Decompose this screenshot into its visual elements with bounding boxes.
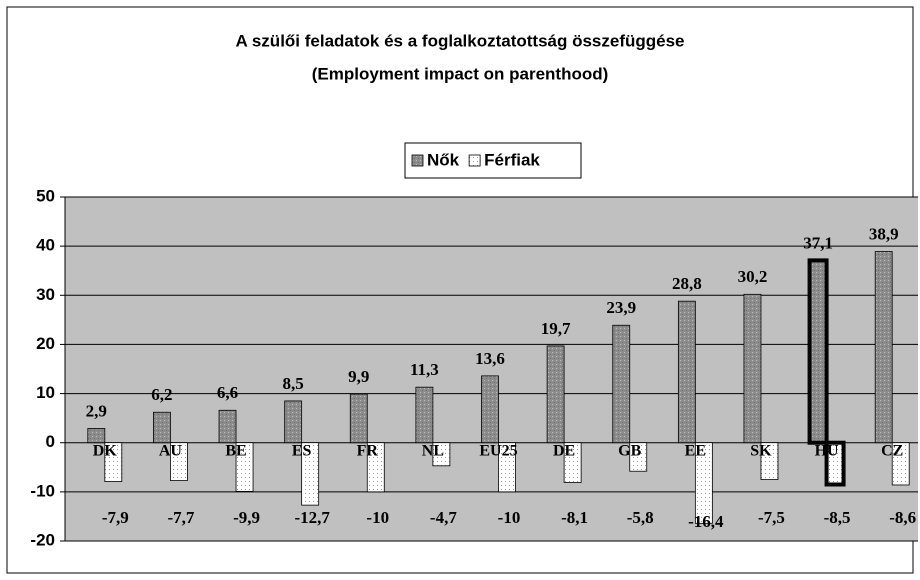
value-label: -4,7 <box>430 508 457 527</box>
value-label: 9,9 <box>348 367 369 386</box>
bar <box>612 324 631 444</box>
bar <box>349 393 368 444</box>
legend-box <box>404 142 582 179</box>
legend-label: Férfiak <box>484 150 540 169</box>
bar <box>546 345 565 444</box>
bar <box>301 442 320 506</box>
x-tick-label: SK <box>750 443 772 460</box>
value-label: 8,5 <box>283 374 304 393</box>
value-label: -8,5 <box>824 508 851 527</box>
y-tick-label: 50 <box>36 186 55 205</box>
bar <box>170 442 188 481</box>
legend-swatch <box>468 154 481 167</box>
x-tick-label: EE <box>685 443 706 460</box>
y-tick-label: 30 <box>36 285 55 304</box>
x-tick-label: EU25 <box>479 443 517 460</box>
x-tick-label: ES <box>292 443 312 460</box>
bar <box>366 442 385 493</box>
value-label: -8,1 <box>561 508 588 527</box>
x-tick-label: NL <box>422 443 444 460</box>
bar <box>284 400 303 444</box>
value-label: 23,9 <box>606 298 636 317</box>
bar <box>153 411 171 444</box>
x-tick-label: GB <box>618 443 641 460</box>
bar <box>824 440 846 487</box>
value-label: 38,9 <box>869 224 899 243</box>
legend-swatch <box>411 154 424 167</box>
chart-title: A szülői feladatok és a foglalkoztatotts… <box>235 31 684 50</box>
legend-label: Nők <box>427 150 460 169</box>
value-label: -10 <box>498 508 521 527</box>
bar <box>498 442 516 493</box>
value-label: -8,6 <box>889 508 916 527</box>
value-label: -7,9 <box>102 508 129 527</box>
value-label: 28,8 <box>672 274 702 293</box>
chart-subtitle: (Employment impact on parenthood) <box>312 64 609 83</box>
bar <box>807 258 829 445</box>
x-tick-label: FR <box>357 443 379 460</box>
value-label: 19,7 <box>541 319 571 338</box>
value-label: 11,3 <box>410 360 439 379</box>
value-label: -5,8 <box>627 508 654 527</box>
value-label: 37,1 <box>803 233 833 252</box>
bar <box>694 442 713 524</box>
y-tick-label: -10 <box>30 481 55 500</box>
bar <box>743 293 762 444</box>
bar <box>415 386 434 444</box>
bar <box>891 442 910 486</box>
y-tick-label: -20 <box>30 530 55 549</box>
value-label: 6,2 <box>151 385 172 404</box>
value-label: -12,7 <box>294 508 330 527</box>
bar <box>87 428 106 444</box>
value-label: 6,6 <box>217 383 238 402</box>
bar <box>629 442 648 472</box>
y-tick-label: 40 <box>36 236 55 255</box>
bar <box>874 251 893 444</box>
y-tick-label: 10 <box>36 383 55 402</box>
bar <box>481 375 499 444</box>
bar <box>760 442 779 480</box>
value-label: 30,2 <box>738 267 768 286</box>
x-tick-label: HU <box>815 443 839 460</box>
value-label: -7,5 <box>758 508 785 527</box>
bar <box>104 442 123 482</box>
x-tick-label: BE <box>225 443 246 460</box>
value-label: -9,9 <box>233 508 260 527</box>
x-tick-label: DE <box>553 443 575 460</box>
x-tick-label: DK <box>93 443 118 460</box>
value-label: -10 <box>366 508 389 527</box>
value-label: -7,7 <box>167 508 194 527</box>
bar <box>563 442 582 483</box>
bar <box>218 409 237 444</box>
value-label: -16,4 <box>688 512 724 531</box>
bar <box>235 442 254 492</box>
bar <box>677 300 696 444</box>
y-tick-label: 0 <box>46 432 55 451</box>
plot-area <box>65 197 918 541</box>
x-tick-label: AU <box>159 443 183 460</box>
y-tick-label: 20 <box>36 334 55 353</box>
value-label: 13,6 <box>475 349 505 368</box>
x-tick-label: CZ <box>881 443 903 460</box>
bar <box>432 442 451 467</box>
value-label: 2,9 <box>86 401 107 420</box>
